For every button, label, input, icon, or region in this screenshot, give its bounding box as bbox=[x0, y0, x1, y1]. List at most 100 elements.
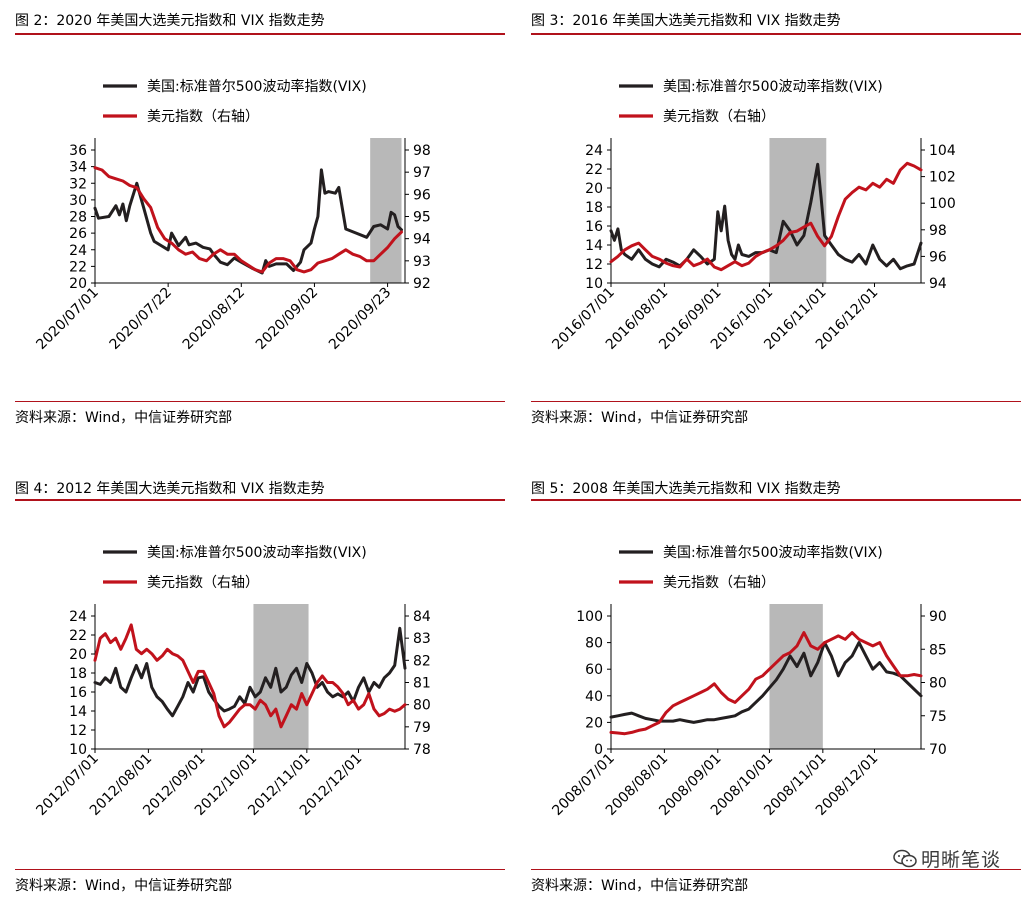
right-tick-label: 98 bbox=[929, 223, 947, 239]
left-tick-label: 22 bbox=[69, 259, 87, 275]
wechat-icon bbox=[893, 849, 917, 868]
chart-panel-2008: 图 5：2008 年美国大选美元指数和 VIX 指数走势 美国:标准普尔500波… bbox=[531, 468, 1021, 898]
left-tick-label: 14 bbox=[69, 704, 87, 720]
title-rule bbox=[15, 33, 505, 35]
chart-2020: 美国:标准普尔500波动率指数(VIX) 美元指数（右轴） 202224262830… bbox=[33, 78, 431, 353]
left-tick-label: 24 bbox=[69, 243, 87, 259]
right-tick-label: 82 bbox=[413, 653, 431, 669]
left-tick-label: 12 bbox=[585, 257, 603, 273]
right-tick-label: 75 bbox=[929, 709, 947, 725]
right-tick-label: 80 bbox=[929, 676, 947, 692]
left-tick-label: 80 bbox=[585, 636, 603, 652]
vix-series-line bbox=[93, 626, 407, 718]
usd-series-line bbox=[609, 631, 923, 736]
right-tick-label: 90 bbox=[929, 609, 947, 625]
left-tick-label: 20 bbox=[585, 181, 603, 197]
x-tick-label: 2020/09/23 bbox=[326, 285, 394, 353]
legend-label: 美国:标准普尔500波动率指数(VIX) bbox=[147, 544, 367, 561]
right-tick-label: 93 bbox=[413, 254, 431, 270]
legend-label: 美元指数（右轴） bbox=[147, 575, 259, 591]
left-tick-label: 16 bbox=[69, 685, 87, 701]
left-tick-label: 32 bbox=[69, 176, 87, 192]
title-rule bbox=[531, 33, 1021, 35]
x-tick-label: 2020/07/01 bbox=[33, 285, 101, 353]
chart-2008: 美国:标准普尔500波动率指数(VIX) 美元指数（右轴） 0 20 40 60 80 100… bbox=[549, 544, 947, 819]
left-tick-label: 20 bbox=[69, 647, 87, 663]
right-tick-label: 100 bbox=[929, 196, 956, 212]
left-tick-label: 36 bbox=[69, 143, 87, 159]
vix-series-line bbox=[609, 162, 923, 271]
left-tick-label: 22 bbox=[585, 162, 603, 178]
legend-label: 美元指数（右轴） bbox=[663, 109, 775, 125]
left-tick-label: 16 bbox=[585, 219, 603, 235]
chart-panel-2012: 图 4：2012 年美国大选美元指数和 VIX 指数走势 美国:标准普尔500波… bbox=[15, 468, 505, 898]
vix-series-line bbox=[93, 168, 403, 275]
left-tick-label: 30 bbox=[69, 193, 87, 209]
usd-series-line bbox=[609, 161, 923, 272]
title-rule bbox=[15, 499, 505, 501]
right-tick-label: 96 bbox=[929, 249, 947, 265]
left-tick-label: 60 bbox=[585, 662, 603, 678]
chart-title: 图 3：2016 年美国大选美元指数和 VIX 指数走势 bbox=[531, 13, 841, 29]
left-tick-label: 18 bbox=[69, 666, 87, 682]
chart-panel-2020: 图 2：2020 年美国大选美元指数和 VIX 指数走势 美国:标准普尔500波… bbox=[15, 0, 505, 430]
left-tick-label: 20 bbox=[585, 715, 603, 731]
chart-title: 图 2：2020 年美国大选美元指数和 VIX 指数走势 bbox=[15, 13, 325, 29]
x-tick-label: 2020/09/02 bbox=[253, 285, 321, 353]
election-shade bbox=[769, 138, 827, 283]
title-rule bbox=[531, 499, 1021, 501]
left-tick-label: 18 bbox=[585, 200, 603, 216]
right-tick-label: 70 bbox=[929, 742, 947, 758]
chart-title: 图 4：2012 年美国大选美元指数和 VIX 指数走势 bbox=[15, 481, 325, 497]
legend-label: 美国:标准普尔500波动率指数(VIX) bbox=[147, 78, 367, 95]
right-tick-label: 79 bbox=[413, 720, 431, 736]
chart-title: 图 5：2008 年美国大选美元指数和 VIX 指数走势 bbox=[531, 481, 841, 497]
right-tick-label: 96 bbox=[413, 187, 431, 203]
left-tick-label: 28 bbox=[69, 210, 87, 226]
legend-label: 美国:标准普尔500波动率指数(VIX) bbox=[663, 78, 883, 95]
left-tick-label: 10 bbox=[585, 276, 603, 292]
right-tick-label: 104 bbox=[929, 143, 956, 159]
source-note: 资料来源：Wind，中信证券研究部 bbox=[15, 410, 233, 426]
source-rule bbox=[15, 401, 505, 402]
right-tick-label: 92 bbox=[413, 276, 431, 292]
vix-series-line bbox=[609, 641, 923, 724]
left-tick-label: 34 bbox=[69, 160, 87, 176]
right-tick-label: 102 bbox=[929, 170, 956, 186]
left-tick-label: 40 bbox=[585, 689, 603, 705]
legend-label: 美元指数（右轴） bbox=[147, 109, 259, 125]
chart-2012: 美国:标准普尔500波动率指数(VIX) 美元指数（右轴） 10 12 14 16 18 20… bbox=[33, 544, 431, 819]
right-tick-label: 95 bbox=[413, 210, 431, 226]
usd-series-line bbox=[93, 623, 407, 729]
source-note: 资料来源：Wind，中信证券研究部 bbox=[531, 410, 749, 426]
legend-label: 美国:标准普尔500波动率指数(VIX) bbox=[663, 544, 883, 561]
x-tick-label: 2020/07/22 bbox=[107, 285, 175, 353]
source-note: 资料来源：Wind，中信证券研究部 bbox=[15, 878, 233, 894]
right-tick-label: 94 bbox=[929, 276, 947, 292]
x-tick-label: 2020/08/12 bbox=[180, 285, 248, 353]
right-tick-label: 80 bbox=[413, 698, 431, 714]
watermark-text: 明晰笔谈 bbox=[920, 849, 1001, 871]
right-tick-label: 78 bbox=[413, 742, 431, 758]
left-tick-label: 0 bbox=[594, 742, 603, 758]
source-rule bbox=[531, 401, 1021, 402]
left-tick-label: 12 bbox=[69, 723, 87, 739]
right-tick-label: 97 bbox=[413, 165, 431, 181]
left-tick-label: 10 bbox=[69, 742, 87, 758]
right-tick-label: 94 bbox=[413, 232, 431, 248]
source-rule bbox=[531, 869, 1021, 870]
left-tick-label: 24 bbox=[585, 143, 603, 159]
chart-panel-2016: 图 3：2016 年美国大选美元指数和 VIX 指数走势 美国:标准普尔500波… bbox=[531, 0, 1021, 430]
right-tick-label: 81 bbox=[413, 676, 431, 692]
left-tick-label: 22 bbox=[69, 628, 87, 644]
source-rule bbox=[15, 869, 505, 870]
right-tick-label: 98 bbox=[413, 143, 431, 159]
left-tick-label: 100 bbox=[576, 609, 603, 625]
right-tick-label: 83 bbox=[413, 631, 431, 647]
usd-series-line bbox=[93, 166, 403, 274]
right-tick-label: 85 bbox=[929, 642, 947, 658]
left-tick-label: 24 bbox=[69, 609, 87, 625]
watermark: 明晰笔谈 bbox=[893, 845, 1001, 872]
left-tick-label: 26 bbox=[69, 226, 87, 242]
left-tick-label: 14 bbox=[585, 238, 603, 254]
